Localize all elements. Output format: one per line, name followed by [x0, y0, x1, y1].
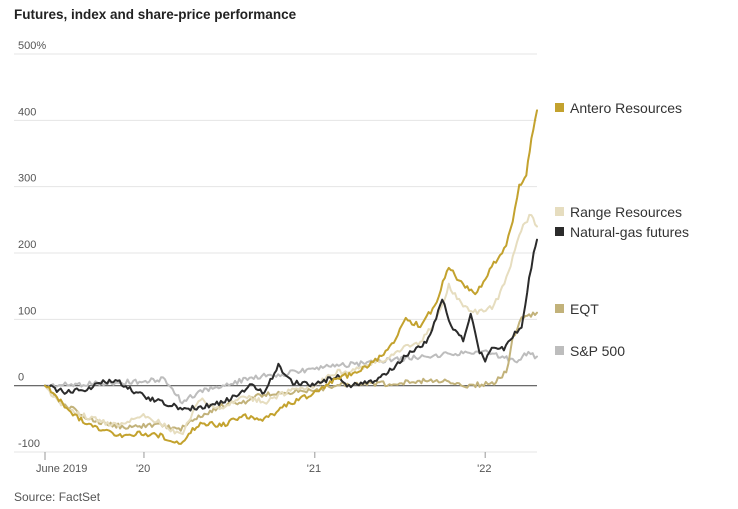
series-line-natural-gas-futures	[44, 238, 538, 412]
grid-lines	[14, 53, 537, 453]
y-tick-label: 500%	[18, 40, 46, 52]
legend: S&P 500 EQT Range Resources Natural-gas fut…	[555, 100, 689, 359]
chart-title: Futures, index and share-price performan…	[14, 7, 297, 22]
legend-label: EQT	[570, 301, 599, 317]
legend-label: Range Resources	[570, 204, 682, 220]
legend-swatch	[555, 207, 564, 216]
series-line-antero-resources	[44, 109, 538, 445]
series-line-range-resources	[44, 213, 538, 436]
series-lines	[44, 109, 538, 445]
y-tick-label: 200	[18, 239, 36, 251]
x-tick-label: '21	[307, 463, 321, 475]
legend-swatch	[555, 103, 564, 112]
y-axis-ticks: 500% 400 300 200 100 0 -100	[18, 40, 46, 450]
x-axis-ticks: June 2019 '20 '21 '22	[36, 452, 492, 475]
legend-swatch	[555, 304, 564, 313]
series-line-s-p-500	[44, 349, 538, 405]
x-tick-label: June 2019	[36, 463, 87, 475]
y-tick-label: -100	[18, 438, 40, 450]
x-tick-label: '20	[136, 463, 150, 475]
legend-swatch	[555, 227, 564, 236]
legend-label: Antero Resources	[570, 100, 682, 116]
legend-swatch	[555, 346, 564, 355]
legend-label: Natural-gas futures	[570, 224, 689, 240]
y-tick-label: 300	[18, 173, 36, 185]
y-tick-label: 0	[18, 372, 24, 384]
legend-label: S&P 500	[570, 343, 625, 359]
source-note: Source: FactSet	[14, 490, 101, 504]
x-tick-label: '22	[477, 463, 491, 475]
y-tick-label: 400	[18, 106, 36, 118]
y-tick-label: 100	[18, 305, 36, 317]
series-line-eqt	[44, 311, 538, 432]
